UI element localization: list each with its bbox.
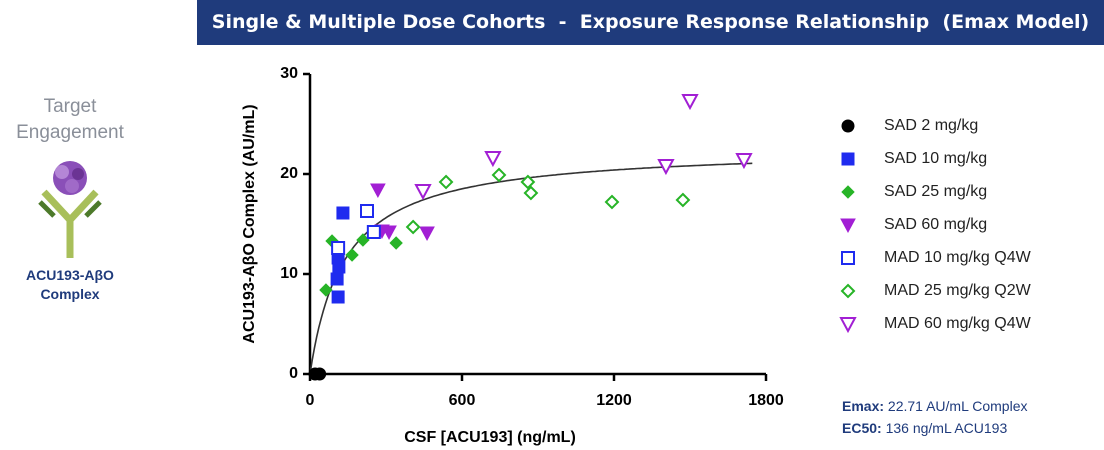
point — [416, 185, 430, 198]
emax-label: Emax: — [842, 398, 884, 414]
legend-marker — [842, 252, 854, 264]
legend-marker — [842, 153, 854, 165]
legend-label: SAD 2 mg/kg — [884, 117, 978, 134]
point — [493, 169, 505, 181]
point — [407, 221, 419, 233]
point — [331, 273, 343, 285]
legend-marker — [841, 318, 855, 331]
legend-label: MAD 10 mg/kg Q4W — [884, 249, 1032, 266]
slide: Single & Multiple Dose Cohorts - Exposur… — [0, 0, 1104, 450]
point — [333, 261, 345, 273]
x-tick-label: 1200 — [596, 392, 632, 409]
y-tick-label: 20 — [280, 165, 298, 182]
legend-label: MAD 60 mg/kg Q4W — [884, 315, 1032, 332]
legend-marker — [842, 120, 854, 132]
legend-marker — [841, 219, 855, 232]
point — [320, 284, 332, 296]
y-tick-label: 10 — [280, 265, 298, 282]
point — [486, 152, 500, 165]
point — [346, 249, 358, 261]
emax-annotation: Emax: 22.71 AU/mL Complex — [842, 398, 1028, 414]
point — [314, 368, 326, 380]
point — [677, 194, 689, 206]
x-tick-label: 600 — [449, 392, 476, 409]
y-tick-label: 0 — [289, 365, 298, 382]
x-axis-label: CSF [ACU193] (ng/mL) — [404, 429, 576, 446]
emax-value: 22.71 — [888, 398, 923, 414]
point — [606, 196, 618, 208]
point — [337, 207, 349, 219]
legend-label: SAD 60 mg/kg — [884, 216, 987, 233]
point — [361, 205, 373, 217]
point — [737, 154, 751, 167]
legend-label: MAD 25 mg/kg Q2W — [884, 282, 1032, 299]
chart: ACU193-AβO Complex (AU/mL) CSF [ACU193] … — [0, 0, 1104, 450]
x-tick-label: 1800 — [748, 392, 784, 409]
point — [332, 291, 344, 303]
emax-unit: AU/mL Complex — [926, 398, 1027, 414]
point — [683, 95, 697, 108]
point — [332, 242, 344, 254]
y-axis-label: ACU193-AβO Complex (AU/mL) — [241, 104, 258, 343]
point — [525, 187, 537, 199]
point — [390, 237, 402, 249]
ec50-unit: ng/mL ACU193 — [913, 420, 1007, 436]
point — [440, 176, 452, 188]
legend-marker — [842, 285, 854, 297]
legend-label: SAD 10 mg/kg — [884, 150, 987, 167]
ec50-annotation: EC50: 136 ng/mL ACU193 — [842, 420, 1007, 436]
ec50-value: 136 — [886, 420, 909, 436]
point — [420, 227, 434, 240]
ec50-label: EC50: — [842, 420, 882, 436]
point — [371, 184, 385, 197]
legend-label: SAD 25 mg/kg — [884, 183, 987, 200]
point — [368, 226, 380, 238]
y-tick-label: 30 — [280, 65, 298, 82]
legend-marker — [842, 186, 854, 198]
x-tick-label: 0 — [306, 392, 315, 409]
